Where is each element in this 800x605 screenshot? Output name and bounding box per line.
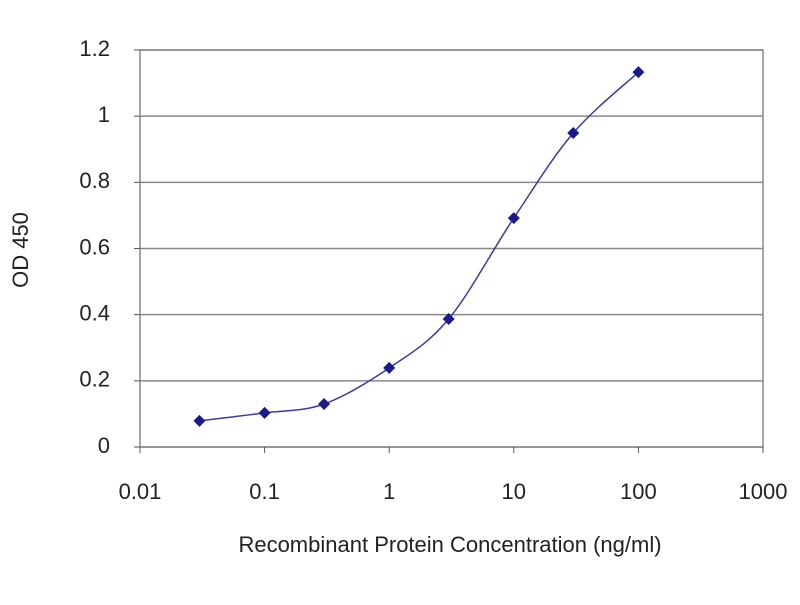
y-tick-label: 1 — [98, 102, 110, 127]
data-point — [193, 414, 206, 427]
x-tick-label: 100 — [620, 479, 657, 504]
y-tick-label: 0.6 — [79, 234, 110, 259]
x-tick-label: 10 — [502, 479, 526, 504]
x-axis-label: Recombinant Protein Concentration (ng/ml… — [238, 532, 661, 557]
series-line — [199, 71, 639, 422]
x-tick-label: 0.1 — [249, 479, 280, 504]
data-point — [442, 312, 455, 325]
y-axis-label: OD 450 — [8, 212, 33, 288]
x-tick-label: 1 — [383, 479, 395, 504]
data-point — [507, 212, 520, 225]
x-tick-label: 1000 — [739, 479, 788, 504]
y-tick-label: 0.8 — [79, 168, 110, 193]
y-tick-label: 0 — [98, 433, 110, 458]
y-tick-label: 0.4 — [79, 300, 110, 325]
y-tick-label: 0.2 — [79, 367, 110, 392]
data-point — [318, 397, 331, 410]
data-point — [567, 127, 580, 140]
data-point — [383, 361, 396, 374]
data-point — [632, 66, 645, 79]
y-tick-label: 1.2 — [79, 36, 110, 61]
x-tick-label: 0.01 — [119, 479, 162, 504]
data-point — [258, 406, 271, 419]
